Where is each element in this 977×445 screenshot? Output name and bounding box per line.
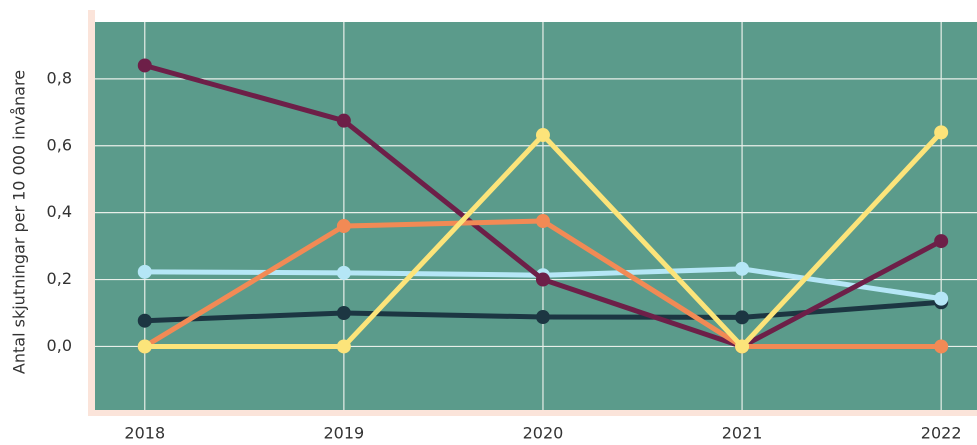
x-tick-label: 2021 (722, 424, 763, 443)
x-tick-label: 2018 (124, 424, 165, 443)
point (336, 219, 351, 234)
point (934, 234, 949, 249)
point (137, 339, 152, 354)
y-tick-label: 0,0 (47, 336, 72, 355)
y-tick-label: 0,2 (47, 269, 72, 288)
x-tick-label: 2020 (523, 424, 564, 443)
x-tick-label: 2019 (324, 424, 365, 443)
point (336, 113, 351, 128)
y-tick-label: 0,8 (47, 68, 72, 87)
point (137, 264, 152, 279)
point (336, 265, 351, 280)
y-axis-label: Antal skjutningar per 10 000 invånare (10, 70, 29, 374)
x-tick-label: 2022 (921, 424, 962, 443)
point (336, 306, 351, 320)
point (934, 291, 949, 306)
point (535, 272, 550, 287)
point (535, 310, 550, 325)
y-axis (88, 10, 95, 416)
x-axis (88, 410, 977, 416)
y-tick-label: 0,6 (47, 135, 72, 154)
point (735, 261, 750, 276)
point (137, 58, 152, 73)
point (137, 313, 152, 328)
point (934, 125, 949, 140)
point (735, 339, 750, 354)
point (735, 310, 750, 325)
point (535, 214, 550, 229)
point (934, 339, 949, 354)
point (535, 128, 550, 143)
y-tick-label: 0,4 (47, 202, 72, 221)
point (336, 339, 351, 354)
plot-area (95, 22, 977, 410)
